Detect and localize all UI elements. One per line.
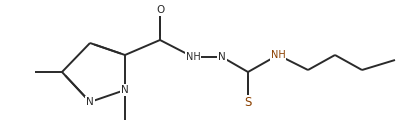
Text: NH: NH <box>186 52 200 62</box>
Text: NH: NH <box>271 50 285 60</box>
Text: N: N <box>86 97 94 107</box>
Text: N: N <box>121 85 129 95</box>
Text: N: N <box>218 52 226 62</box>
Text: O: O <box>156 5 164 15</box>
Text: S: S <box>244 95 252 109</box>
